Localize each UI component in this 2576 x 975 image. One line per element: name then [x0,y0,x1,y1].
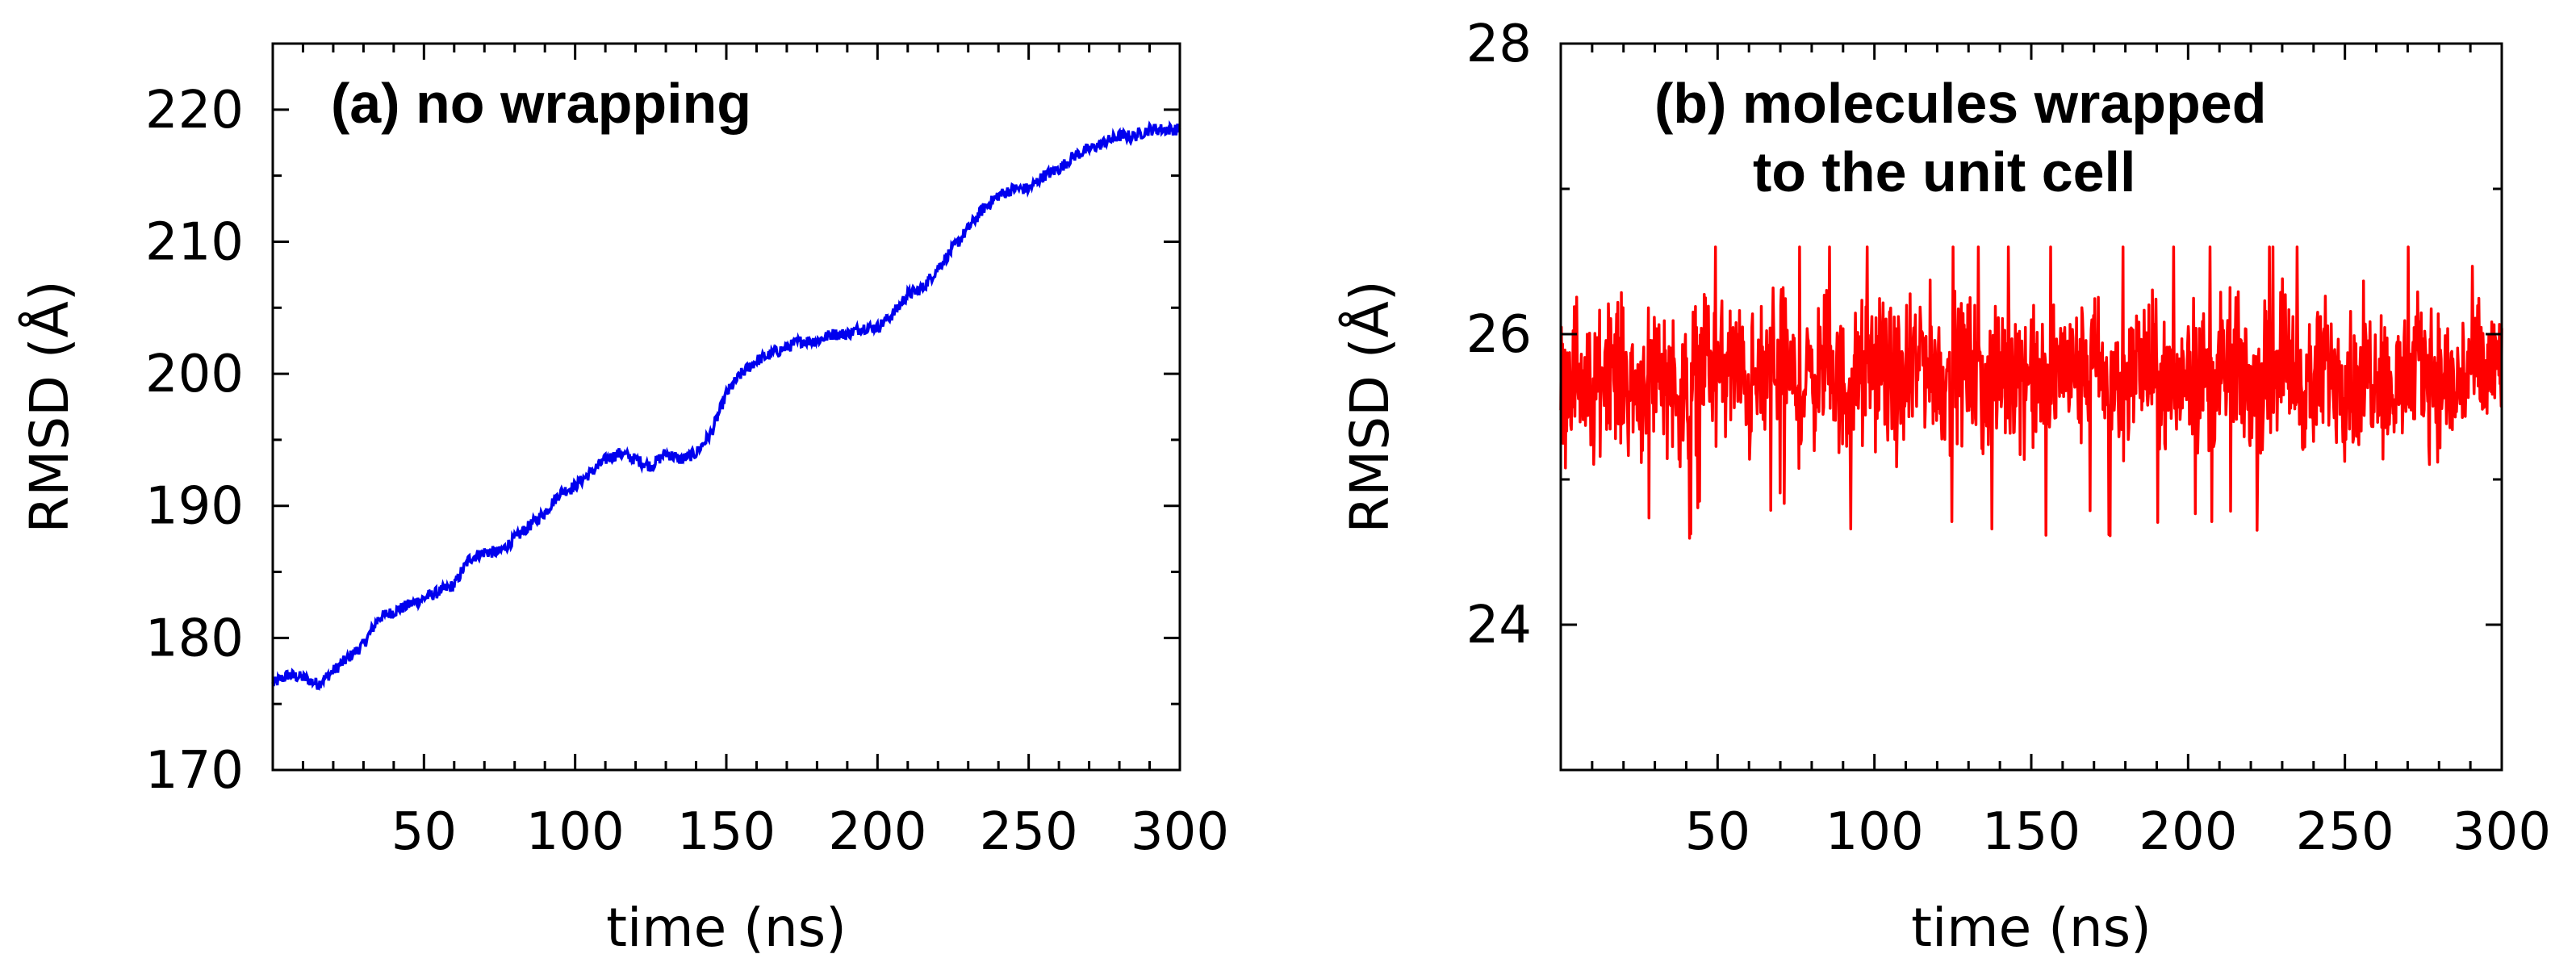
panel-b-y-tick-label: 24 [1466,596,1532,655]
panel-a-x-tick-label: 250 [980,802,1078,862]
panel-b-x-tick-label: 150 [1982,802,2080,862]
panel-b-y-axis-label: RMSD (Å) [1339,280,1401,533]
panel-a-y-tick-label: 210 [145,212,244,272]
panel-b-x-tick-label: 250 [2296,802,2394,862]
panel-b-x-tick-label: 300 [2453,802,2551,862]
panel-b-frame [1559,42,2503,772]
panel-a-x-tick-label: 100 [526,802,625,862]
panel-a-ticks [273,44,1181,772]
panel-b-x-tick-label: 50 [1685,802,1750,862]
panel-b-title-line-2: to the unit cell [1753,140,2135,203]
panel-b-x-tick-label: 100 [1825,802,1924,862]
panel-b-y-tick-label: 26 [1466,305,1532,365]
panel-b: 50 100 150 200 250 300 24 26 28 (b) molecules wr… [1339,15,2551,959]
panel-a-series-line [271,119,1181,691]
panel-a: 50 100 150 200 250 300 170 180 190 200 210 220 (a) … [19,42,1229,959]
panel-a-series [271,119,1181,691]
panel-b-x-axis-label: time (ns) [1911,897,2152,959]
panel-a-x-tick-label: 300 [1131,802,1229,862]
panel-a-x-tick-label: 150 [677,802,776,862]
panel-a-x-tick-label: 200 [828,802,926,862]
panel-a-title: (a) no wrapping [331,72,751,135]
panel-a-y-tick-label: 200 [145,345,244,404]
panel-a-frame [271,42,1181,772]
panel-b-title-line-1: (b) molecules wrapped [1654,72,2266,135]
panel-a-x-axis-label: time (ns) [606,897,847,959]
panel-b-ticks [1561,42,2503,770]
panel-b-series-line [1559,245,2503,540]
panel-b-x-tick-label: 200 [2139,802,2237,862]
panel-a-y-tick-label: 220 [145,81,244,140]
panel-b-tick-labels: 50 100 150 200 250 300 24 26 28 [1466,15,2552,862]
panel-a-x-tick-label: 50 [391,802,457,862]
panel-b-series [1559,245,2503,540]
panel-a-y-tick-label: 170 [145,741,244,801]
panel-a-tick-labels: 50 100 150 200 250 300 170 180 190 200 210 220 [145,81,1229,862]
panel-a-y-axis-label: RMSD (Å) [19,280,81,533]
panel-a-y-tick-label: 190 [145,477,244,537]
panel-b-y-tick-label: 28 [1466,15,1532,74]
panel-a-y-tick-label: 180 [145,609,244,668]
